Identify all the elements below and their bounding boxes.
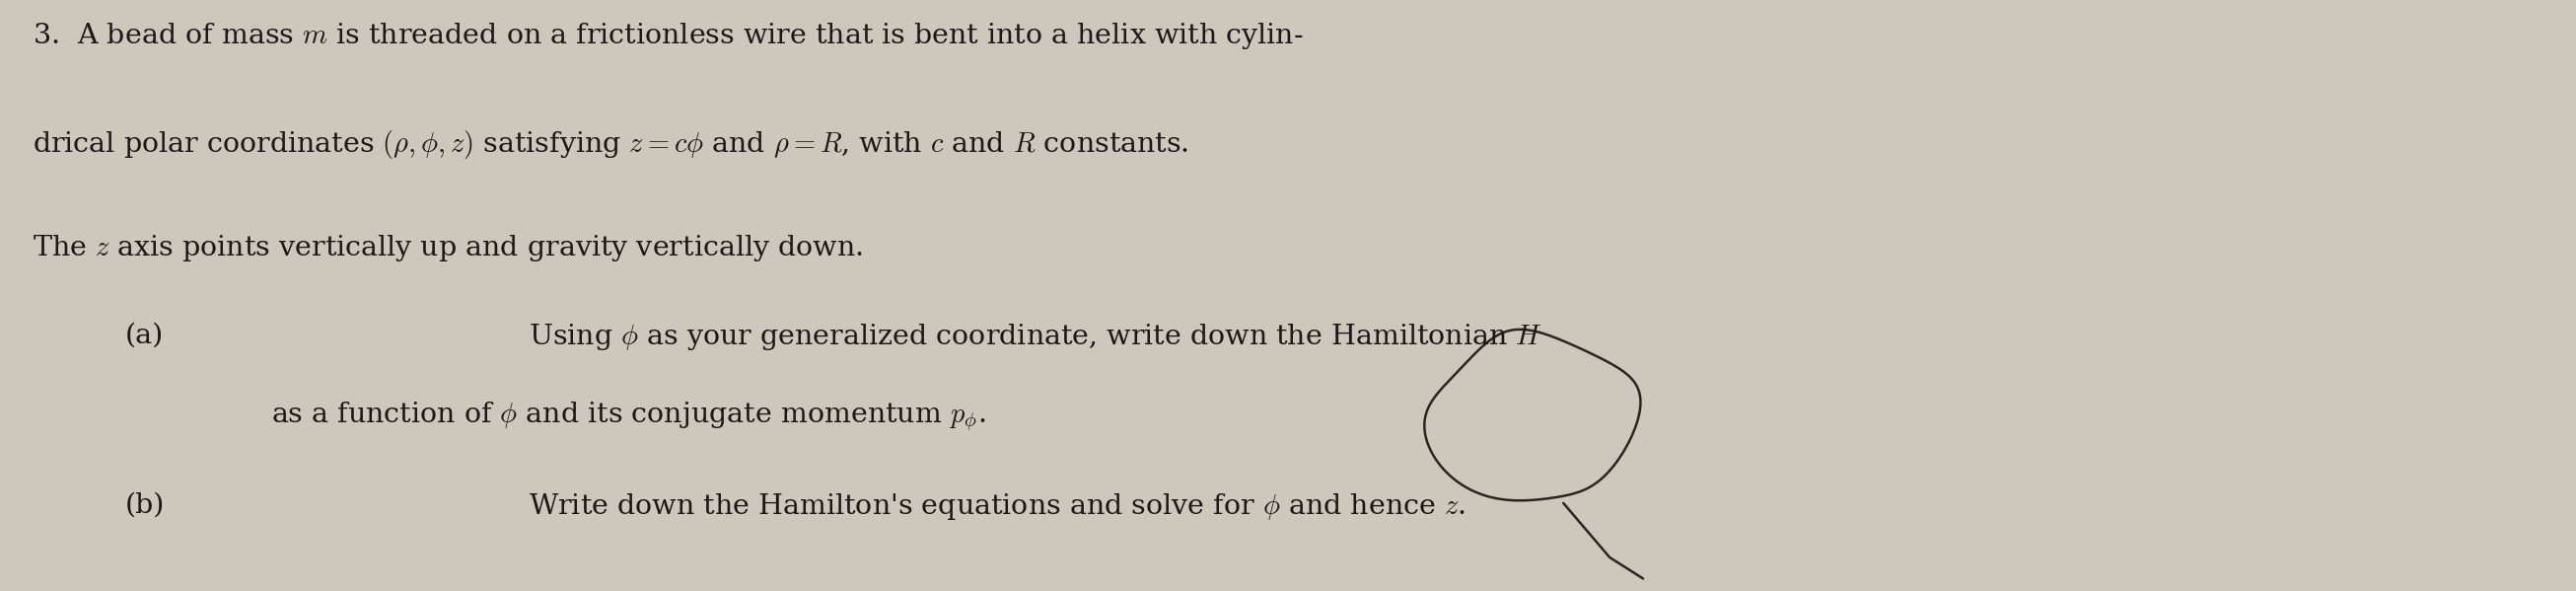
Text: Using $\phi$ as your generalized coordinate, write down the Hamiltonian $H$: Using $\phi$ as your generalized coordin… [528, 322, 1543, 352]
Text: (b): (b) [124, 492, 165, 518]
Text: drical polar coordinates $(\rho, \phi, z)$ satisfying $z = c\phi$ and $\rho = R$: drical polar coordinates $(\rho, \phi, z… [33, 129, 1188, 161]
Text: as a function of $\phi$ and its conjugate momentum $p_\phi$.: as a function of $\phi$ and its conjugat… [270, 400, 987, 434]
Text: 3.  A bead of mass $m$ is threaded on a frictionless wire that is bent into a he: 3. A bead of mass $m$ is threaded on a f… [33, 21, 1303, 51]
Text: Write down the Hamilton's equations and solve for $\phi$ and hence $z$.: Write down the Hamilton's equations and … [528, 492, 1466, 522]
Text: (a): (a) [124, 322, 165, 349]
Text: The $z$ axis points vertically up and gravity vertically down.: The $z$ axis points vertically up and gr… [33, 233, 863, 263]
